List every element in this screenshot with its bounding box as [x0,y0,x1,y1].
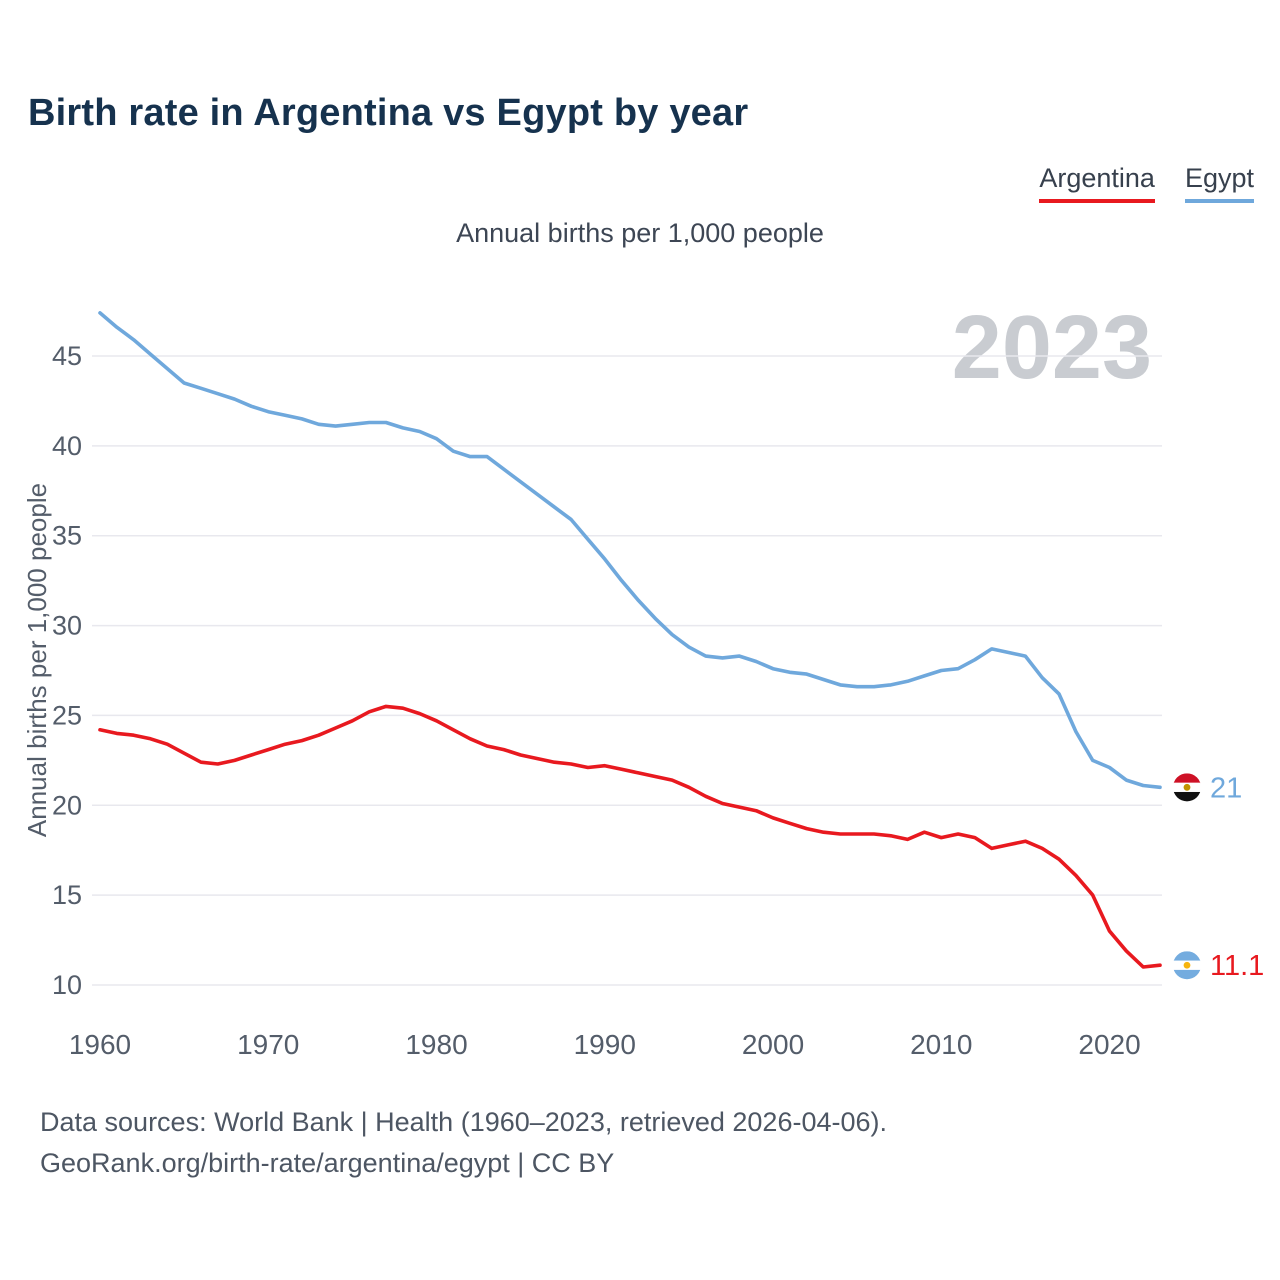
y-tick-label: 25 [52,700,82,730]
legend: Argentina Egypt [1039,163,1254,203]
egypt-flag-icon [1173,773,1201,802]
legend-item-argentina[interactable]: Argentina [1039,163,1155,203]
series-line-egypt [98,311,1162,790]
y-tick-label: 20 [52,790,82,820]
chart-footer: Data sources: World Bank | Health (1960–… [40,1102,887,1184]
chart-subtitle: Annual births per 1,000 people [456,218,824,248]
chart-canvas: 2023 10 15 20 25 30 35 40 45 1960 1970 1980 1990 2000… [22,298,1264,1060]
legend-item-egypt[interactable]: Egypt [1184,163,1254,203]
x-tick-label: 2000 [742,1029,804,1060]
page-title: Birth rate in Argentina vs Egypt by year [28,92,749,134]
y-tick-label: 10 [52,970,82,1000]
x-tick-label: 2020 [1078,1029,1140,1060]
end-value-label-argentina: 11.1 [1210,950,1264,982]
watermark-year: 2023 [952,298,1152,398]
x-tick-label: 1960 [69,1029,131,1060]
data-sources-line: Data sources: World Bank | Health (1960–… [40,1107,887,1137]
end-value-label-egypt: 21 [1210,772,1242,804]
y-tick-label: 40 [52,431,82,461]
y-tick-label: 15 [52,880,82,910]
x-tick-label: 2010 [910,1029,972,1060]
argentina-flag-icon [1173,951,1201,980]
y-tick-label: 30 [52,611,82,641]
series-line-argentina [98,704,1162,969]
x-tick-label: 1990 [574,1029,636,1060]
x-tick-label: 1980 [405,1029,467,1060]
attribution-line: GeoRank.org/birth-rate/argentina/egypt |… [40,1148,615,1178]
y-tick-label: 45 [52,341,82,371]
y-axis-label: Annual births per 1,000 people [22,483,52,837]
y-tick-label: 35 [52,521,82,551]
x-tick-label: 1970 [237,1029,299,1060]
